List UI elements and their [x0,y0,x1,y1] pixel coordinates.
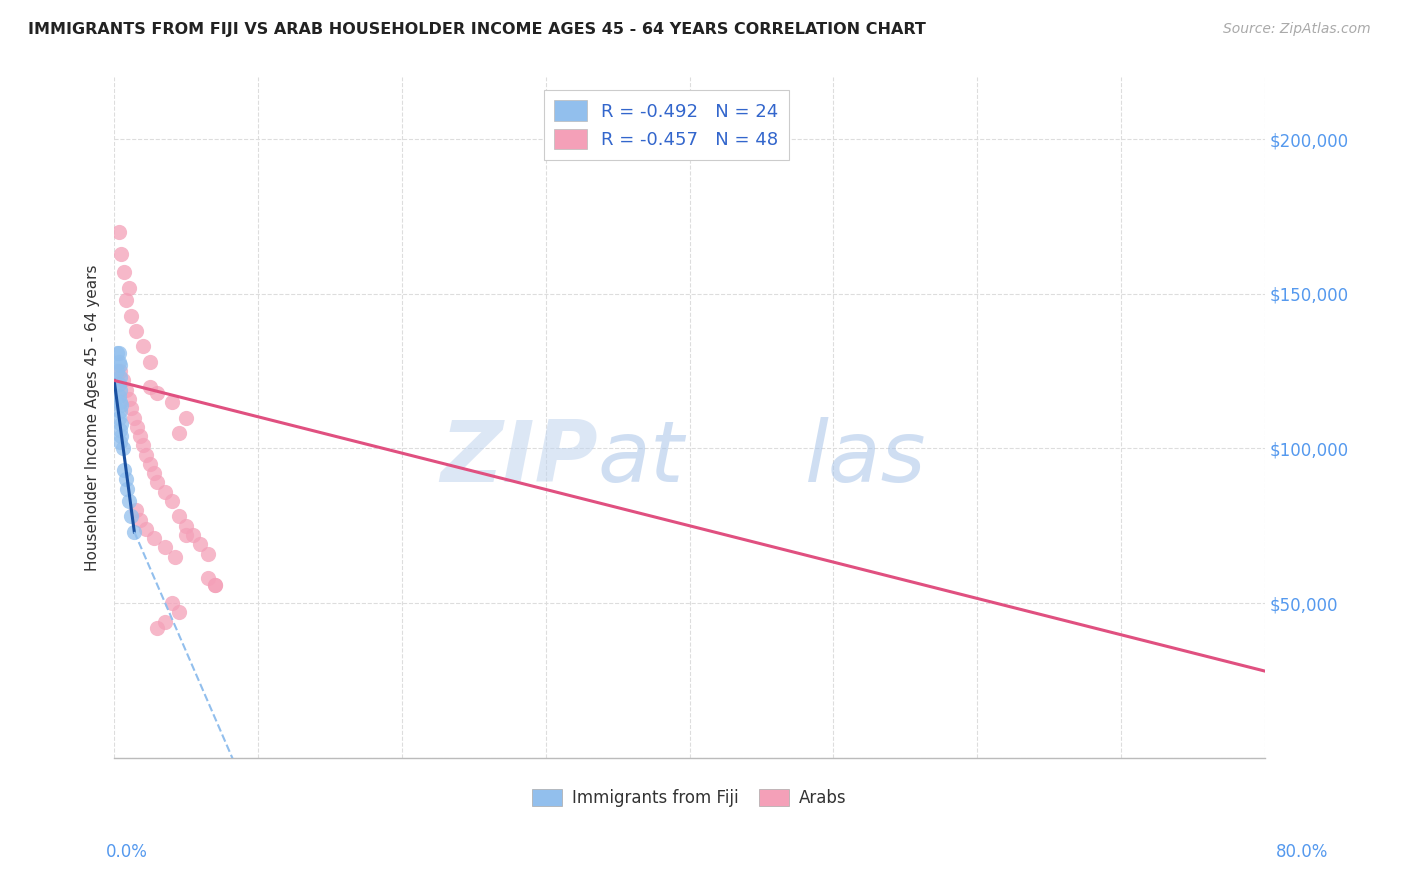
Point [112,265,135,279]
Point [114,472,136,486]
Point [129,429,152,443]
Text: at: at [598,417,683,500]
Point [139,457,162,471]
Point [135,448,157,462]
Point [129,512,152,526]
Point [139,355,162,369]
Point [139,379,162,393]
Point [110,417,132,431]
Point [110,246,132,260]
Point [120,401,142,416]
Point [143,531,166,545]
Text: Source: ZipAtlas.com: Source: ZipAtlas.com [1223,22,1371,37]
Point [107,225,129,239]
Point [105,364,128,378]
Point [174,528,197,542]
Point [163,549,186,564]
Point [167,605,190,619]
Point [197,547,219,561]
Point [108,383,131,397]
Point [107,376,129,391]
Point [107,345,129,359]
Text: ZIP: ZIP [440,417,598,500]
Point [107,410,129,425]
Legend: Immigrants from Fiji, Arabs: Immigrants from Fiji, Arabs [526,782,853,814]
Point [146,621,169,635]
Point [181,528,204,542]
Text: las: las [804,417,927,500]
Point [167,425,190,440]
Point [110,429,132,443]
Point [125,324,148,338]
Point [190,537,212,551]
Point [112,463,135,477]
Point [160,494,183,508]
Point [111,374,134,388]
Point [127,419,149,434]
Point [111,442,134,456]
Point [117,281,139,295]
Point [105,345,128,359]
Point [114,293,136,307]
Point [153,541,176,555]
Point [124,524,146,539]
Point [108,370,131,384]
Point [143,466,166,480]
Point [135,522,157,536]
Y-axis label: Householder Income Ages 45 - 64 years: Householder Income Ages 45 - 64 years [86,264,100,571]
Point [132,438,155,452]
Point [124,410,146,425]
Point [108,404,131,418]
Point [197,571,219,585]
Point [120,509,142,524]
Point [107,355,129,369]
Point [108,423,131,437]
Point [146,475,169,490]
Point [114,383,136,397]
Point [107,389,129,403]
Point [153,484,176,499]
Point [108,364,131,378]
Point [174,410,197,425]
Point [204,577,226,591]
Point [160,395,183,409]
Point [132,339,155,353]
Point [167,509,190,524]
Point [174,518,197,533]
Point [115,482,138,496]
Point [125,503,148,517]
Text: IMMIGRANTS FROM FIJI VS ARAB HOUSEHOLDER INCOME AGES 45 - 64 YEARS CORRELATION C: IMMIGRANTS FROM FIJI VS ARAB HOUSEHOLDER… [28,22,927,37]
Point [108,435,131,450]
Point [204,577,226,591]
Point [117,494,139,508]
Point [160,596,183,610]
Text: 80.0%: 80.0% [1277,843,1329,861]
Text: 0.0%: 0.0% [105,843,148,861]
Point [146,385,169,400]
Point [108,395,131,409]
Point [120,309,142,323]
Point [110,398,132,412]
Point [153,615,176,629]
Point [117,392,139,406]
Point [108,358,131,372]
